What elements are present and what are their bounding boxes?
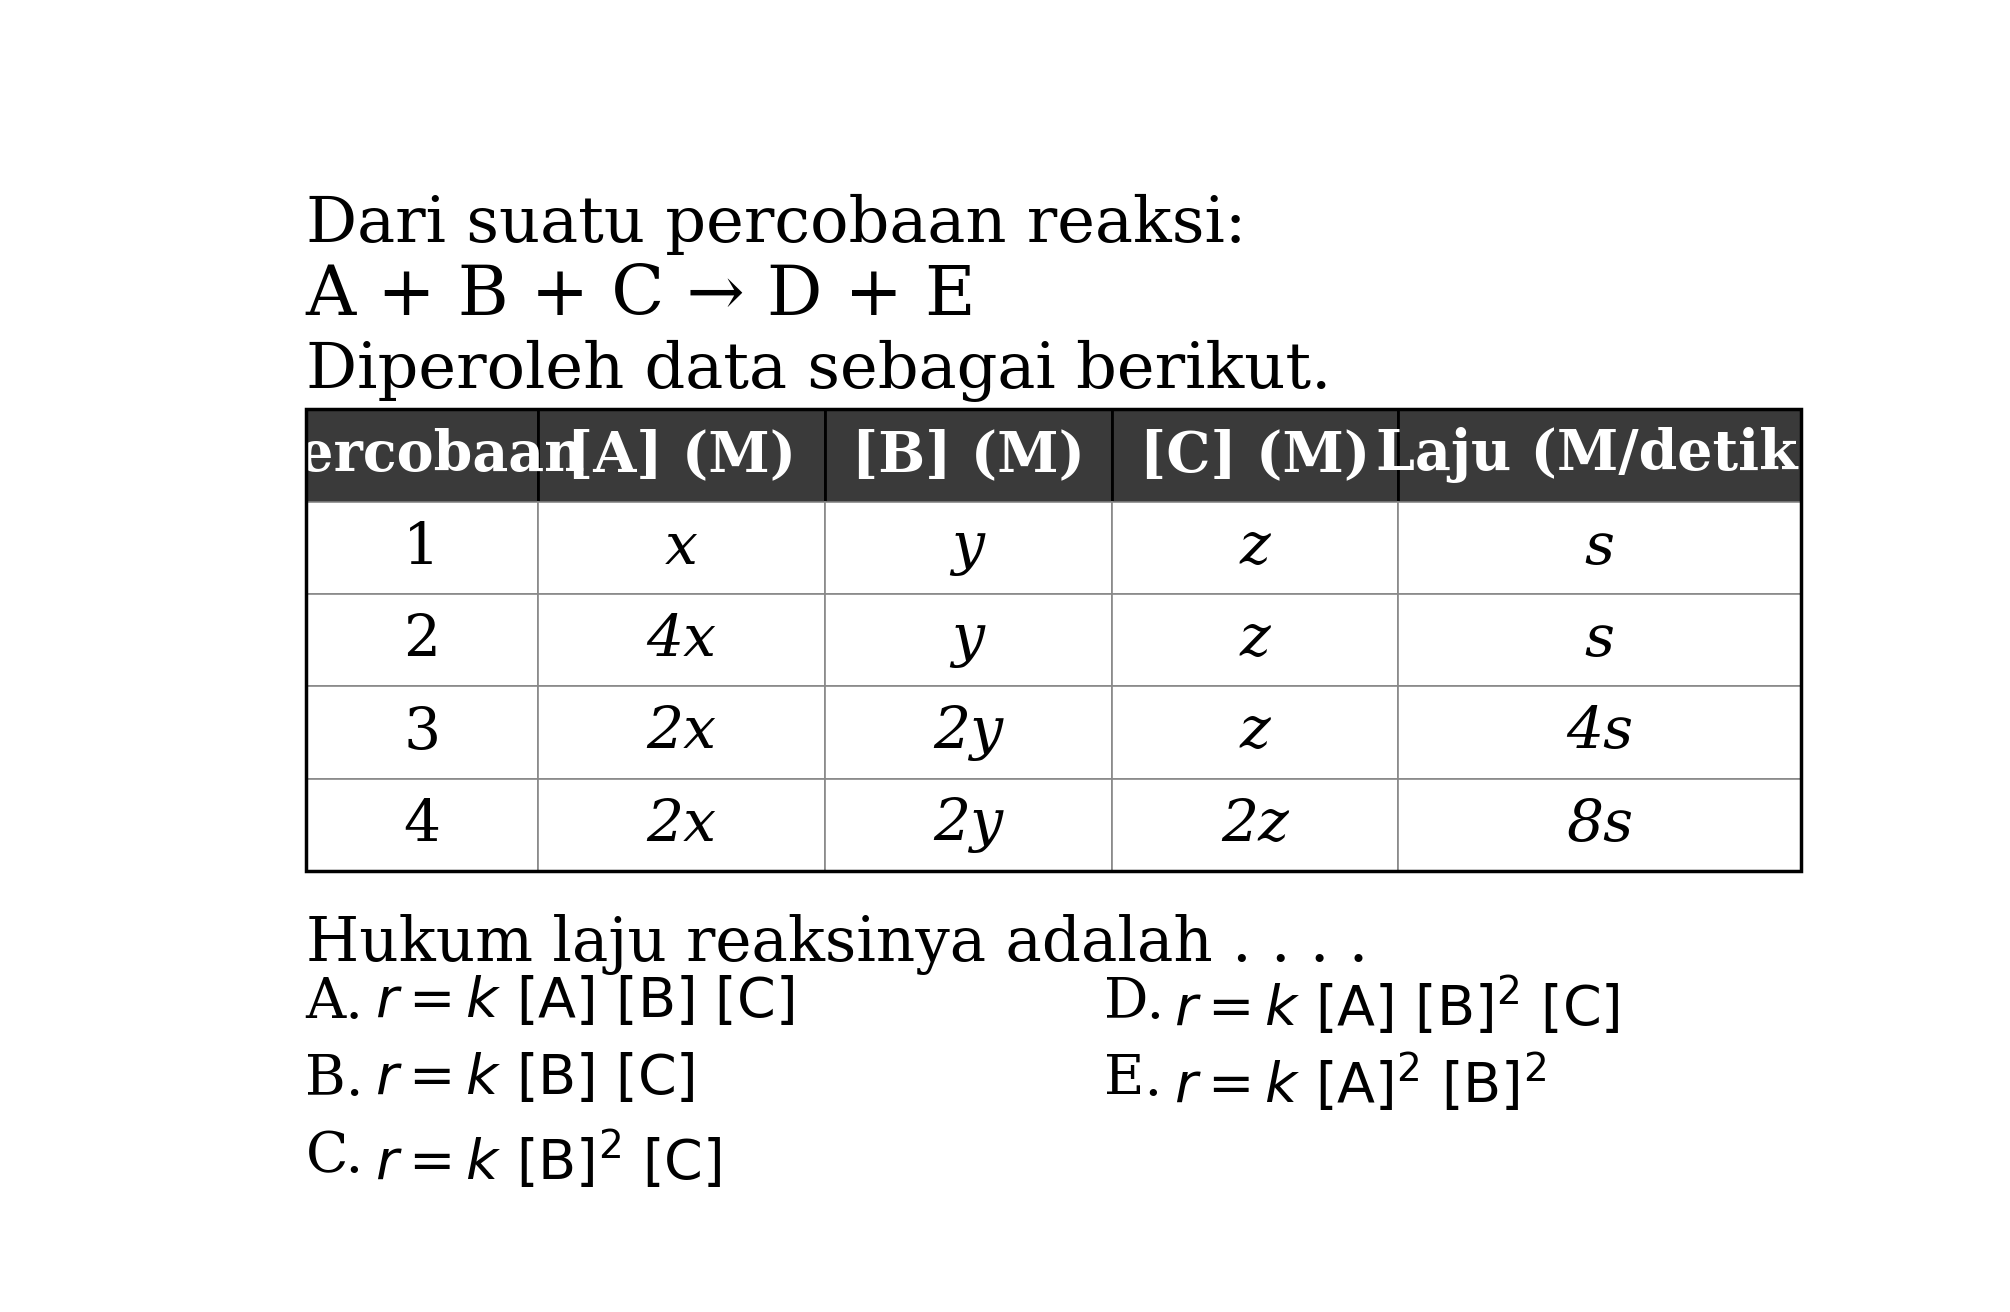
Bar — [1112, 501, 1399, 594]
Bar — [1112, 409, 1399, 501]
Bar — [539, 409, 824, 501]
Text: 2y: 2y — [933, 705, 1003, 761]
Text: $r = k\ \mathrm{[B]\ [C]}$: $r = k\ \mathrm{[B]\ [C]}$ — [376, 1052, 695, 1106]
Text: 8s: 8s — [1566, 796, 1634, 853]
Text: x: x — [665, 520, 697, 576]
Text: A.: A. — [306, 975, 364, 1030]
Bar — [824, 409, 1112, 501]
Bar — [306, 409, 539, 501]
Text: Percobaan: Percobaan — [259, 428, 585, 483]
Bar — [539, 686, 824, 779]
Bar — [539, 779, 824, 871]
Text: 4s: 4s — [1566, 705, 1634, 761]
Bar — [824, 501, 1112, 594]
Text: 4x: 4x — [647, 611, 716, 669]
Text: [C] (M): [C] (M) — [1140, 428, 1371, 483]
Text: $r = k\ \mathrm{[A]\ [B]}^{2}\ \mathrm{[C]}$: $r = k\ \mathrm{[A]\ [B]}^{2}\ \mathrm{[… — [1174, 975, 1620, 1039]
Bar — [824, 779, 1112, 871]
Text: 2x: 2x — [647, 796, 716, 853]
Bar — [1399, 501, 1801, 594]
Text: D.: D. — [1103, 975, 1164, 1030]
Bar — [1399, 686, 1801, 779]
Bar — [824, 594, 1112, 686]
Text: y: y — [951, 611, 985, 669]
Bar — [1399, 409, 1801, 501]
Text: E.: E. — [1103, 1052, 1162, 1107]
Text: C.: C. — [306, 1130, 364, 1183]
Bar — [306, 409, 1801, 871]
Text: s: s — [1584, 611, 1614, 669]
Bar — [1112, 594, 1399, 686]
Text: B.: B. — [306, 1052, 364, 1107]
Text: z: z — [1240, 705, 1270, 761]
Bar — [306, 686, 539, 779]
Text: 3: 3 — [404, 705, 440, 761]
Text: $r = k\ \mathrm{[A]}^{2}\ \mathrm{[B]}^{2}$: $r = k\ \mathrm{[A]}^{2}\ \mathrm{[B]}^{… — [1174, 1052, 1546, 1115]
Text: z: z — [1240, 611, 1270, 669]
Text: Laju (M/detik): Laju (M/detik) — [1375, 428, 1823, 483]
Text: [A] (M): [A] (M) — [567, 428, 796, 483]
Bar — [306, 501, 539, 594]
Bar — [824, 686, 1112, 779]
Bar — [1399, 594, 1801, 686]
Text: Hukum laju reaksinya adalah . . . .: Hukum laju reaksinya adalah . . . . — [306, 913, 1367, 975]
Bar — [539, 501, 824, 594]
Bar — [1112, 686, 1399, 779]
Text: A + B + C → D + E: A + B + C → D + E — [306, 262, 977, 329]
Text: Dari suatu percobaan reaksi:: Dari suatu percobaan reaksi: — [306, 194, 1246, 255]
Bar — [306, 779, 539, 871]
Text: 1: 1 — [404, 520, 440, 576]
Text: $r = k\ \mathrm{[A]\ [B]\ [C]}$: $r = k\ \mathrm{[A]\ [B]\ [C]}$ — [376, 975, 794, 1029]
Text: z: z — [1240, 520, 1270, 576]
Text: [B] (M): [B] (M) — [852, 428, 1085, 483]
Text: 2y: 2y — [933, 796, 1003, 853]
Text: $r = k\ \mathrm{[B]}^{2}\ \mathrm{[C]}$: $r = k\ \mathrm{[B]}^{2}\ \mathrm{[C]}$ — [376, 1130, 722, 1193]
Bar — [1399, 779, 1801, 871]
Text: Diperoleh data sebagai berikut.: Diperoleh data sebagai berikut. — [306, 340, 1331, 401]
Text: 2z: 2z — [1220, 796, 1288, 853]
Text: s: s — [1584, 520, 1614, 576]
Text: 2: 2 — [404, 613, 440, 668]
Bar — [1112, 779, 1399, 871]
Bar — [539, 594, 824, 686]
Text: 2x: 2x — [647, 705, 716, 761]
Bar — [306, 594, 539, 686]
Text: 4: 4 — [404, 796, 440, 853]
Text: y: y — [951, 520, 985, 576]
